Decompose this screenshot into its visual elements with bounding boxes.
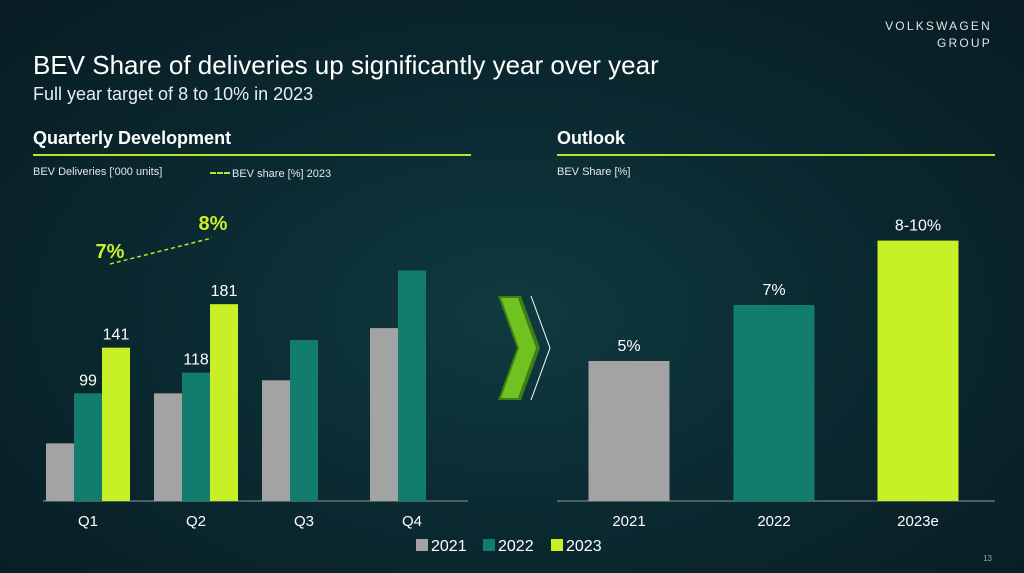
- share-line-legend-label: BEV share [%] 2023: [232, 168, 332, 180]
- quarterly-y-label: BEV Deliveries ['000 units]: [33, 166, 163, 178]
- outlook-bar-2023e: [877, 240, 959, 501]
- x-tick-q3: Q3: [294, 513, 314, 530]
- logo-line-1: VOLKSWAGEN: [885, 19, 992, 33]
- data-label-q2-2023: 181: [211, 283, 238, 300]
- legend-label-2021: 2021: [431, 538, 467, 555]
- share-line-2023: [109, 237, 213, 265]
- quarterly-section-title: Quarterly Development: [33, 128, 232, 148]
- bar-q4-2022: [398, 270, 426, 501]
- bar-q3-2022: [290, 340, 318, 501]
- x-tick-q2: Q2: [186, 513, 206, 530]
- data-label-q1-2022: 99: [79, 372, 97, 389]
- share-label-q2: 8%: [199, 213, 228, 235]
- bar-q2-2023: [210, 304, 238, 501]
- legend-label-2022: 2022: [498, 538, 534, 555]
- legend-swatch-2021: [416, 539, 428, 551]
- outlook-bar-2022: [733, 305, 815, 501]
- bar-q2-2022: [182, 372, 210, 501]
- bar-q1-2022: [74, 393, 102, 501]
- outlook-x-tick-2023e: 2023e: [897, 513, 939, 530]
- bar-q4-2021: [370, 328, 398, 501]
- page-title: BEV Share of deliveries up significantly…: [33, 50, 659, 80]
- outlook-section-title: Outlook: [557, 128, 625, 148]
- legend-swatch-2023: [551, 539, 563, 551]
- outlook-section-rule: [557, 154, 995, 156]
- bar-q1-2023: [102, 347, 130, 501]
- volkswagen-group-logo: VOLKSWAGEN GROUP: [885, 18, 992, 52]
- data-label-q2-2022: 118: [183, 352, 209, 369]
- outlook-label-2021: 5%: [617, 338, 640, 355]
- legend-label-2023: 2023: [566, 538, 602, 555]
- page-number: 13: [983, 554, 992, 563]
- quarterly-section-rule: [33, 154, 471, 156]
- logo-line-2: GROUP: [936, 36, 992, 50]
- share-line-legend-swatch: [210, 172, 230, 174]
- chevron-right-icon-highlight: [501, 298, 536, 398]
- bar-q3-2021: [262, 380, 290, 501]
- outlook-y-label: BEV Share [%]: [557, 166, 631, 178]
- page-subtitle: Full year target of 8 to 10% in 2023: [33, 84, 314, 104]
- data-label-q1-2023: 141: [103, 327, 130, 344]
- x-tick-q1: Q1: [78, 513, 98, 530]
- outlook-label-2022: 7%: [762, 282, 785, 299]
- x-tick-q4: Q4: [402, 513, 422, 530]
- outlook-x-tick-2021: 2021: [612, 513, 645, 530]
- outlook-x-tick-2022: 2022: [757, 513, 790, 530]
- chevron-outline-icon: [530, 295, 551, 401]
- legend-swatch-2022: [483, 539, 495, 551]
- share-label-q1: 7%: [96, 241, 125, 263]
- outlook-label-2023e: 8-10%: [895, 218, 941, 235]
- bar-q1-2021: [46, 443, 74, 501]
- bar-q2-2021: [154, 393, 182, 501]
- outlook-bar-2021: [588, 361, 670, 501]
